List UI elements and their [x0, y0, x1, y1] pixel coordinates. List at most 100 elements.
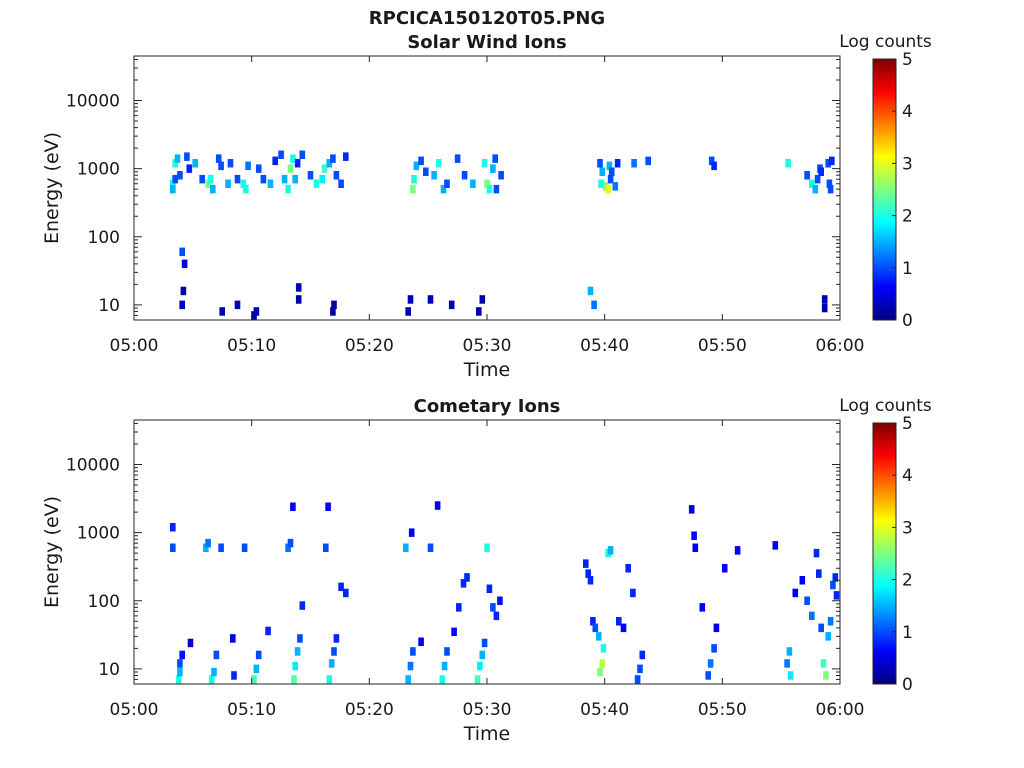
heatmap-cell [484, 179, 490, 188]
heatmap-cell [177, 171, 183, 180]
x-tick-label: 05:00 [110, 700, 159, 720]
heatmap-cell [291, 675, 297, 684]
heatmap-cell [688, 505, 695, 514]
panel-title: Cometary Ions [414, 396, 561, 417]
heatmap-cell [814, 174, 821, 184]
heatmap-cell [187, 638, 194, 648]
heatmap-cell [711, 161, 717, 171]
heatmap-cell [600, 644, 607, 653]
heatmap-cell [826, 179, 833, 188]
heatmap-cell [210, 184, 216, 194]
heatmap-cell [199, 174, 205, 184]
x-tick-label: 05:50 [698, 336, 747, 356]
heatmap-cell [177, 667, 183, 677]
heatmap-cell [493, 611, 500, 621]
heatmap-cell [691, 531, 697, 540]
heatmap-cell [260, 174, 267, 184]
heatmap-cell [418, 156, 424, 166]
heatmap-cell [240, 179, 247, 188]
x-tick-label: 05:10 [227, 336, 276, 356]
colorbar-gradient [872, 58, 897, 321]
heatmap-cell [295, 283, 302, 292]
heatmap-cell [265, 626, 271, 636]
colorbar-tick-label: 3 [902, 518, 913, 538]
heatmap-cell [172, 159, 178, 168]
heatmap-cell [230, 634, 236, 643]
heatmap-cell [285, 184, 291, 194]
heatmap-cell [407, 661, 414, 671]
colorbar-tick-label: 1 [902, 623, 913, 643]
heatmap-cell [625, 564, 631, 573]
colorbar-tick-label: 2 [902, 571, 913, 591]
heatmap-cell [616, 617, 622, 626]
x-tick-label: 05:40 [580, 336, 629, 356]
heatmap-cell [585, 569, 591, 578]
colorbar-tick-label: 4 [902, 102, 913, 122]
heatmap-cell [692, 543, 699, 552]
heatmap-cell [290, 154, 296, 163]
heatmap-cell [590, 617, 596, 626]
colorbar-tick-label: 2 [902, 207, 913, 227]
colorbar-tick-label: 5 [902, 414, 913, 434]
heatmap-cell [331, 647, 337, 656]
colorbar-tick-label: 3 [902, 154, 913, 174]
heatmap-cell [231, 671, 237, 680]
heatmap-cell [218, 161, 224, 171]
heatmap-cell [241, 543, 248, 552]
heatmap-cell [287, 538, 294, 548]
heatmap-cell [787, 671, 794, 680]
heatmap-cell [431, 171, 437, 180]
heatmap-cell [326, 675, 333, 684]
heatmap-cell [181, 259, 188, 269]
heatmap-cell [451, 627, 457, 637]
y-tick-label: 100 [88, 592, 120, 612]
heatmap-cell [330, 307, 336, 316]
heatmap-cell [832, 573, 839, 582]
colorbar-tick-label: 5 [902, 50, 913, 70]
heatmap-cell [170, 523, 176, 532]
x-tick-label: 05:30 [463, 700, 512, 720]
heatmap-cell [410, 647, 416, 656]
heatmap-cell [607, 174, 614, 184]
heatmap-cell [792, 588, 799, 598]
heatmap-cell [813, 548, 820, 558]
colorbar-tick-label: 1 [902, 259, 913, 279]
x-tick-label: 05:40 [580, 700, 629, 720]
panel-title: Solar Wind Ions [407, 32, 566, 53]
heatmap-cell [278, 150, 284, 159]
heatmap-cell [403, 543, 409, 552]
heatmap-cell [786, 647, 793, 656]
heatmap-cell [784, 659, 790, 668]
heatmap-cell [606, 161, 613, 171]
colorbar-tick-label: 4 [902, 466, 913, 486]
heatmap-cell [297, 634, 303, 643]
heatmap-cell [243, 184, 249, 194]
heatmap-cell [592, 623, 599, 633]
heatmap-cell [299, 601, 306, 610]
heatmap-cell [587, 286, 594, 296]
heatmap-cell [328, 659, 335, 668]
heatmap-cell [639, 650, 646, 660]
heatmap-cell [490, 603, 496, 612]
solar-wind-panel: Solar Wind Ions 05:00 05:10 05:20 05:30 05:4… [41, 32, 932, 381]
x-axis-label: Time [463, 723, 511, 745]
heatmap-cell [436, 159, 442, 168]
heatmap-cell [411, 174, 417, 184]
heatmap-cell [479, 295, 486, 304]
heatmap-cell [313, 179, 320, 188]
y-axis-label: Energy (eV) [41, 496, 63, 608]
heatmap-cell [184, 152, 190, 161]
heatmap-cell [809, 179, 815, 188]
heatmap-cell [804, 171, 810, 180]
heatmap-cell [255, 164, 262, 173]
heatmap-cell [186, 164, 193, 173]
heatmap-cell [479, 650, 486, 660]
heatmap-cell [325, 502, 331, 511]
heatmap-cell [454, 154, 461, 163]
heatmap-cell [630, 588, 636, 598]
heatmap-cell [474, 675, 481, 684]
heatmap-cell [827, 184, 834, 194]
colorbar-label: Log counts [839, 396, 932, 416]
heatmap-cell [208, 675, 215, 684]
